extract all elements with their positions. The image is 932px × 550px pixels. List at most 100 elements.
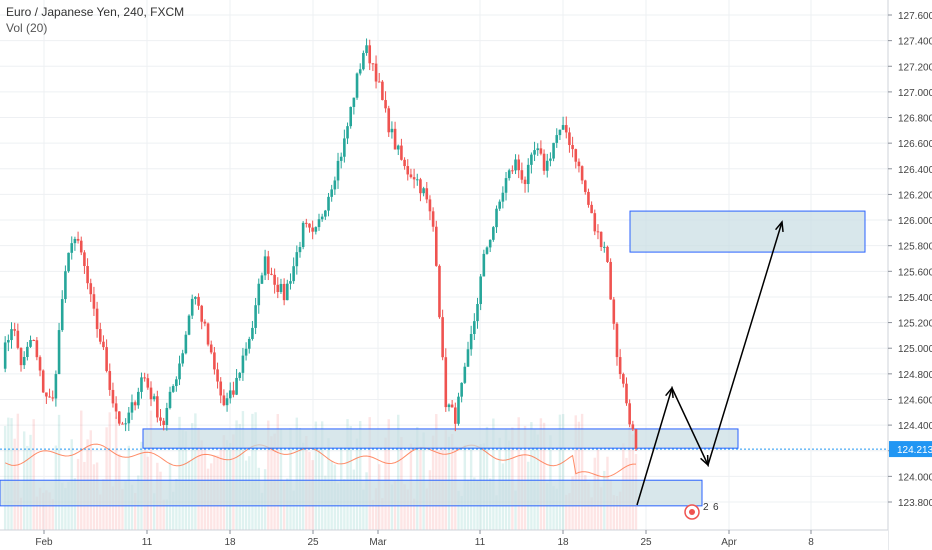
- candle[interactable]: [460, 382, 463, 397]
- candle[interactable]: [286, 283, 289, 301]
- candle[interactable]: [295, 252, 299, 267]
- candle[interactable]: [482, 253, 486, 277]
- candle[interactable]: [130, 402, 134, 413]
- candle[interactable]: [485, 247, 489, 254]
- candle[interactable]: [634, 429, 638, 450]
- candle[interactable]: [114, 403, 118, 412]
- candle[interactable]: [32, 340, 35, 342]
- candle[interactable]: [152, 396, 156, 400]
- candle[interactable]: [612, 299, 616, 324]
- candle[interactable]: [247, 338, 251, 349]
- candle[interactable]: [400, 145, 403, 160]
- candle[interactable]: [583, 180, 587, 192]
- candle[interactable]: [140, 377, 143, 392]
- candle[interactable]: [320, 216, 324, 220]
- candle[interactable]: [507, 170, 511, 179]
- candle[interactable]: [536, 148, 540, 151]
- candle[interactable]: [79, 240, 83, 253]
- candle[interactable]: [577, 161, 581, 167]
- candle[interactable]: [606, 246, 609, 262]
- candle[interactable]: [168, 391, 172, 408]
- candle[interactable]: [492, 227, 495, 240]
- candle[interactable]: [419, 179, 422, 194]
- candle[interactable]: [162, 420, 165, 426]
- candle[interactable]: [447, 404, 451, 408]
- candle[interactable]: [415, 179, 419, 181]
- candle[interactable]: [609, 261, 612, 300]
- candle[interactable]: [568, 132, 571, 146]
- candle[interactable]: [450, 404, 454, 408]
- candle[interactable]: [631, 424, 635, 430]
- candle[interactable]: [438, 265, 441, 318]
- candle[interactable]: [330, 189, 333, 197]
- candle[interactable]: [355, 73, 359, 98]
- candle[interactable]: [333, 180, 337, 190]
- candle[interactable]: [552, 142, 555, 159]
- candle[interactable]: [599, 231, 603, 248]
- candle[interactable]: [362, 53, 365, 70]
- candle[interactable]: [549, 158, 552, 161]
- candle[interactable]: [396, 145, 400, 150]
- candle[interactable]: [495, 208, 498, 228]
- candle[interactable]: [143, 377, 146, 379]
- candle[interactable]: [206, 323, 210, 345]
- candle[interactable]: [346, 126, 349, 139]
- candle[interactable]: [51, 397, 55, 399]
- candle[interactable]: [533, 150, 536, 155]
- candle[interactable]: [26, 346, 29, 357]
- candle[interactable]: [273, 274, 276, 285]
- candle[interactable]: [431, 211, 435, 227]
- candle[interactable]: [16, 330, 20, 348]
- candle[interactable]: [336, 160, 340, 181]
- candle[interactable]: [83, 252, 86, 267]
- candle[interactable]: [517, 159, 521, 171]
- candle[interactable]: [187, 315, 191, 335]
- candle[interactable]: [276, 284, 280, 293]
- candle[interactable]: [98, 329, 102, 342]
- candle[interactable]: [203, 321, 207, 324]
- candle[interactable]: [89, 283, 93, 295]
- candle[interactable]: [473, 321, 476, 335]
- candle[interactable]: [64, 271, 67, 300]
- candle[interactable]: [523, 179, 527, 185]
- candle[interactable]: [108, 371, 112, 390]
- candle[interactable]: [238, 372, 242, 378]
- candle[interactable]: [282, 283, 286, 301]
- candle[interactable]: [60, 299, 64, 331]
- candle[interactable]: [561, 125, 565, 130]
- candle[interactable]: [209, 344, 213, 353]
- candle[interactable]: [308, 223, 311, 228]
- candle[interactable]: [590, 204, 593, 214]
- zones[interactable]: [0, 210, 866, 507]
- candle[interactable]: [197, 296, 200, 306]
- candle[interactable]: [213, 352, 216, 370]
- candle[interactable]: [425, 188, 429, 200]
- candle[interactable]: [501, 192, 505, 202]
- candle[interactable]: [92, 294, 96, 309]
- candle[interactable]: [117, 411, 121, 424]
- candle[interactable]: [403, 159, 406, 167]
- candle[interactable]: [587, 191, 590, 205]
- candle[interactable]: [504, 178, 508, 193]
- candle[interactable]: [479, 276, 482, 305]
- candle[interactable]: [222, 395, 226, 406]
- candle[interactable]: [593, 213, 597, 232]
- candle[interactable]: [558, 129, 562, 136]
- candle[interactable]: [35, 340, 39, 358]
- candle[interactable]: [454, 407, 457, 424]
- candle[interactable]: [111, 389, 115, 404]
- candle[interactable]: [13, 329, 16, 331]
- candle[interactable]: [41, 370, 45, 393]
- candle[interactable]: [102, 341, 105, 348]
- candle[interactable]: [498, 201, 501, 209]
- resistance-zone[interactable]: [629, 210, 866, 253]
- support-zone-upper[interactable]: [142, 428, 739, 449]
- candle[interactable]: [244, 348, 248, 356]
- candle[interactable]: [121, 423, 124, 425]
- candle[interactable]: [628, 403, 631, 425]
- candle[interactable]: [70, 243, 74, 253]
- candle[interactable]: [124, 423, 127, 425]
- candle[interactable]: [260, 275, 264, 284]
- candle[interactable]: [349, 106, 352, 127]
